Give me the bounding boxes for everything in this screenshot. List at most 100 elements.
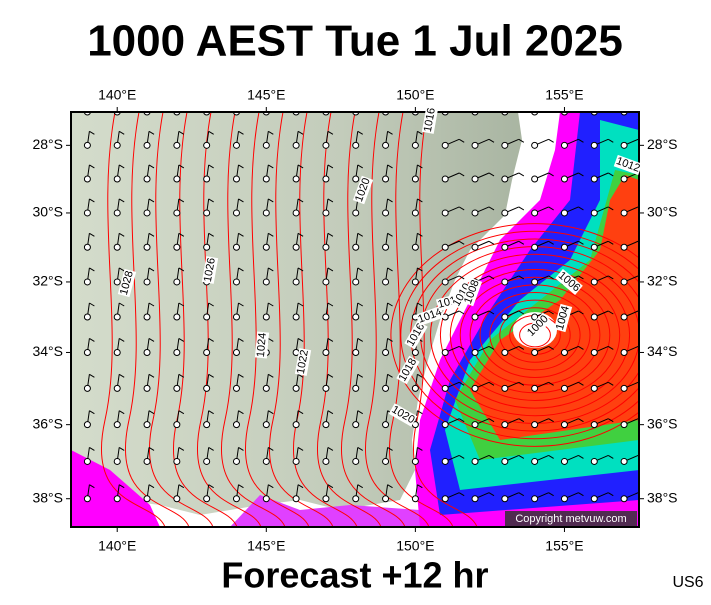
station [113,348,121,356]
station [173,457,181,465]
station [441,421,449,429]
barb [268,232,274,237]
barb [297,302,304,307]
label-box [117,268,137,298]
x-tick-label: 155°E [545,87,583,103]
station [441,457,449,465]
station [262,141,270,149]
barb [148,164,155,169]
isobar [293,112,358,527]
barb [458,455,465,459]
isobar-value: 1016 [422,107,438,133]
barb [357,130,364,135]
barb [118,302,125,307]
station [203,348,211,356]
barb [518,381,525,386]
station [560,384,568,392]
isobar [479,292,591,378]
station [173,278,181,286]
station [620,278,628,286]
station [83,457,91,465]
station [560,457,568,465]
barb [488,138,495,143]
station [411,175,419,183]
barb [578,492,584,497]
barb [87,112,88,113]
barb [327,338,334,342]
station [292,209,300,217]
barb [327,484,334,489]
barb [208,410,214,415]
isobar [365,112,430,527]
barb [608,492,614,497]
isobar [245,112,310,527]
station [560,175,568,183]
barb [488,492,495,497]
barb [578,206,584,211]
barb [149,98,154,101]
station [501,175,509,183]
barb [608,138,614,143]
station [411,457,419,465]
barb [208,373,214,378]
station [531,141,539,149]
barb [118,373,125,378]
barb [488,381,495,386]
barb [118,484,125,489]
barb [148,410,155,415]
barb [298,98,303,101]
barb [387,164,393,169]
copyright: Copyright metvuw.com [515,513,626,525]
barb [297,267,304,272]
isobar [413,112,478,527]
station [173,175,181,183]
station [590,278,598,286]
station [83,243,91,251]
barb [268,198,274,203]
barb [148,130,155,135]
x-tick-label: 150°E [396,538,434,554]
station [531,421,539,429]
barb [327,130,334,135]
barb [548,492,554,497]
barb [148,338,155,342]
station [590,384,598,392]
y-tick-label: 38°S [647,489,678,505]
station [382,384,390,392]
barb [147,112,148,113]
barb [488,346,495,350]
barb [208,338,214,342]
station [590,313,598,321]
copyright-box [505,511,637,526]
y-tick-label: 36°S [647,415,678,431]
barb [458,310,465,315]
station [322,175,330,183]
barb [238,130,244,135]
station [352,495,360,503]
barb [297,373,304,378]
station [232,175,240,183]
station [382,421,390,429]
station [113,278,121,286]
barb [355,112,357,113]
station [203,243,211,251]
station [382,243,390,251]
barb [297,198,304,203]
barb [148,447,155,451]
isobar [459,276,611,394]
barb [327,373,334,378]
station [232,313,240,321]
station [411,141,419,149]
barb [89,338,95,342]
barb [488,206,495,211]
station [352,421,360,429]
isobar [489,299,581,371]
station [113,384,121,392]
station [590,421,598,429]
station [113,141,121,149]
barb [608,172,614,177]
barb [268,410,274,415]
barb [549,106,554,109]
station [232,384,240,392]
barb [148,373,155,378]
